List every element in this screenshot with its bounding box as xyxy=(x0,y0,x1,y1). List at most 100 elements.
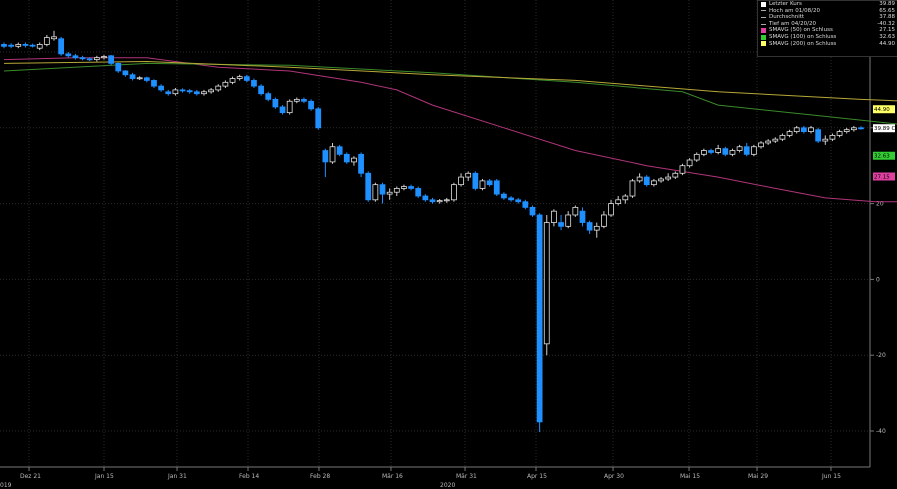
legend-swatch xyxy=(761,41,766,47)
candle-body xyxy=(29,44,36,47)
candle-body xyxy=(22,44,29,46)
candle-body xyxy=(365,172,372,201)
y-tick-label: -20 xyxy=(876,352,886,359)
candle-body xyxy=(429,199,436,203)
candle-body xyxy=(758,142,764,148)
legend-label: SMAVG (100) on Schluss xyxy=(769,33,837,40)
y-tick-label: -40 xyxy=(876,428,886,435)
candle-body xyxy=(472,172,479,189)
candle-body xyxy=(201,91,207,95)
candle-body xyxy=(808,127,814,132)
x-tick-label: Mär 16 xyxy=(382,473,403,480)
candle-body xyxy=(686,159,693,167)
legend-row-sma200: SMAVG (200) on Schluss 44.90 xyxy=(758,41,897,48)
value-tag-label: 27.15 xyxy=(874,175,890,181)
y-tick-label: 20 xyxy=(876,201,884,208)
value-tag-label: 39.89 C xyxy=(874,126,895,132)
legend-label: SMAVG (50) on Schluss xyxy=(769,27,833,34)
legend-value: 39.89 xyxy=(879,1,895,7)
candle-body xyxy=(729,150,736,155)
candle-body xyxy=(15,44,22,47)
candle-body xyxy=(379,184,386,195)
x-tick-label: Jan 31 xyxy=(167,473,187,480)
legend-row-last-price: Letzter Kurs 39.89 xyxy=(758,1,897,8)
candle-body xyxy=(822,138,829,142)
candle-body xyxy=(243,76,250,81)
candle-body xyxy=(836,131,843,136)
candle-body xyxy=(458,176,464,186)
y-tick-label: 0 xyxy=(876,276,880,283)
value-tag xyxy=(873,105,895,114)
candle-body xyxy=(651,180,657,186)
legend-swatch xyxy=(761,34,766,40)
candle-body xyxy=(372,184,379,201)
candle-body xyxy=(315,108,322,129)
candle-body xyxy=(479,180,486,189)
candle-body xyxy=(693,153,700,161)
candle-body xyxy=(351,157,357,163)
legend-value: 27.15 xyxy=(879,27,895,34)
candle-body xyxy=(679,165,686,174)
candle-body xyxy=(636,176,643,182)
candle-body xyxy=(608,203,614,216)
year-label: 019 xyxy=(0,482,12,489)
candle-body xyxy=(579,210,586,223)
candle-body xyxy=(765,140,772,144)
candle-body xyxy=(665,176,672,180)
candle-body xyxy=(229,78,236,83)
candle-body xyxy=(593,225,600,231)
candle-body xyxy=(72,55,79,59)
candle-body xyxy=(843,129,850,132)
candle-body xyxy=(86,58,93,61)
candle-body xyxy=(772,138,779,142)
candle-body xyxy=(1,44,7,47)
candle-body xyxy=(529,206,536,216)
legend-row-average: Durchschnitt 37.88 xyxy=(758,14,897,21)
candle-body xyxy=(143,77,150,81)
legend-swatch xyxy=(761,16,766,18)
x-tick-label: Feb 28 xyxy=(310,473,330,480)
candle-body xyxy=(286,100,293,114)
candle-body xyxy=(508,197,514,201)
candle-body xyxy=(551,210,557,223)
candle-body xyxy=(793,127,800,132)
candle-body xyxy=(615,199,622,204)
candle-body xyxy=(308,100,314,110)
candle-body xyxy=(558,222,564,227)
candle-body xyxy=(543,222,550,345)
candle-body xyxy=(293,98,300,102)
x-tick-label: Jun 15 xyxy=(821,473,841,480)
candle-body xyxy=(536,214,543,423)
candle-body xyxy=(36,44,43,49)
x-tick-label: Mai 15 xyxy=(680,473,700,480)
candle-body xyxy=(358,153,364,174)
candle-body xyxy=(136,77,143,80)
candle-body xyxy=(43,37,50,45)
candle-body xyxy=(701,150,707,155)
candle-body xyxy=(265,93,272,100)
candle-body xyxy=(393,188,400,193)
candle-body xyxy=(750,146,757,155)
candle-body xyxy=(8,44,15,47)
candle-body xyxy=(736,146,743,151)
candle-body xyxy=(501,193,507,199)
candle-body xyxy=(51,36,57,40)
candle-body xyxy=(486,180,493,186)
candle-body xyxy=(215,85,222,91)
legend-label: Letzter Kurs xyxy=(769,1,802,7)
x-tick-label: Feb 14 xyxy=(239,473,259,480)
x-tick-label: Mär 31 xyxy=(456,473,477,480)
candle-body xyxy=(786,131,793,136)
ma-line xyxy=(3,60,897,102)
value-tag xyxy=(873,151,895,160)
legend-swatch xyxy=(761,1,766,7)
candle-body xyxy=(329,146,336,163)
legend-label: SMAVG (200) on Schluss xyxy=(769,40,837,47)
legend-value: 32.63 xyxy=(879,33,895,40)
value-tag-label: 32.63 xyxy=(874,154,890,160)
candle-body xyxy=(79,57,86,60)
legend-swatch xyxy=(761,23,766,25)
candle-body xyxy=(386,191,393,195)
candle-body xyxy=(279,106,286,114)
